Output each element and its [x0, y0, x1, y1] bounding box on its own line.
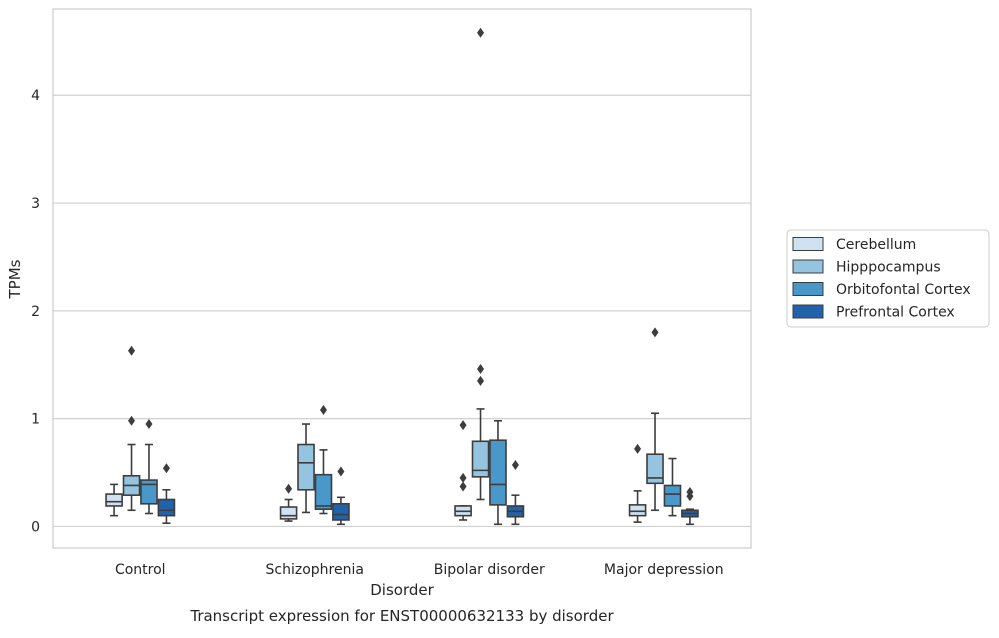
x-tick-label: Schizophrenia — [266, 562, 364, 578]
box-prefrontal-cortex — [157, 498, 176, 517]
y-tick-label: 3 — [31, 196, 40, 212]
box-series — [105, 27, 699, 526]
outlier-point — [477, 375, 485, 386]
x-tick-label: Major depression — [604, 562, 724, 578]
x-tick-labels: Control Schizophrenia Bipolar disorder Majo… — [115, 562, 724, 578]
box-hipppocampus — [646, 453, 664, 485]
y-tick-label: 0 — [31, 519, 40, 535]
box-cerebellum — [628, 504, 647, 517]
outlier-point — [459, 472, 467, 483]
legend: Cerebellum Hipppocampus Orbitofontal Corte… — [786, 229, 990, 328]
outlier-point — [634, 443, 642, 454]
legend-swatch — [792, 304, 824, 319]
y-axis-label: TPMs — [6, 259, 24, 299]
box-hipppocampus — [471, 440, 490, 478]
chart-title: Transcript expression for ENST0000063213… — [189, 607, 614, 625]
outlier-point — [285, 483, 293, 494]
outlier-point — [459, 481, 467, 492]
legend-label: Cerebellum — [836, 237, 916, 253]
y-tick-labels: 0 1 2 3 4 — [31, 88, 40, 535]
box-prefrontal-cortex — [332, 503, 350, 521]
plot-frame — [52, 8, 752, 549]
box-cerebellum — [105, 493, 123, 507]
y-tick-label: 1 — [31, 412, 40, 428]
outlier-point — [319, 405, 327, 416]
outlier-point — [651, 327, 659, 338]
y-tick-label: 4 — [31, 88, 40, 104]
outlier-point — [337, 466, 345, 477]
box-hipppocampus — [297, 443, 315, 491]
outlier-point — [686, 486, 694, 497]
y-tick-label: 2 — [31, 304, 40, 320]
x-tick-label: Control — [115, 562, 166, 578]
box-cerebellum — [279, 506, 298, 520]
box-orbitofontal-cortex — [663, 484, 682, 507]
legend-swatch — [792, 237, 824, 251]
legend-label: Prefrontal Cortex — [836, 305, 955, 321]
legend-frame — [786, 229, 990, 328]
x-tick-label: Bipolar disorder — [434, 562, 545, 578]
outlier-point — [128, 415, 136, 426]
outlier-point — [511, 459, 519, 470]
outlier-point — [128, 345, 136, 356]
outlier-point — [162, 463, 170, 474]
outlier-point — [459, 420, 467, 431]
outlier-point — [145, 419, 153, 430]
box-orbitofontal-cortex — [314, 473, 333, 510]
legend-label: Orbitofontal Cortex — [836, 282, 971, 298]
legend-swatch — [792, 282, 824, 296]
box-orbitofontal-cortex — [489, 439, 507, 506]
outlier-point — [477, 364, 485, 375]
outlier-point — [477, 27, 485, 38]
box-orbitofontal-cortex — [140, 479, 158, 505]
legend-swatch — [792, 259, 824, 274]
legend-label: Hipppocampus — [836, 260, 941, 276]
grid-lines — [53, 94, 751, 528]
x-axis-label: Disorder — [370, 581, 434, 599]
